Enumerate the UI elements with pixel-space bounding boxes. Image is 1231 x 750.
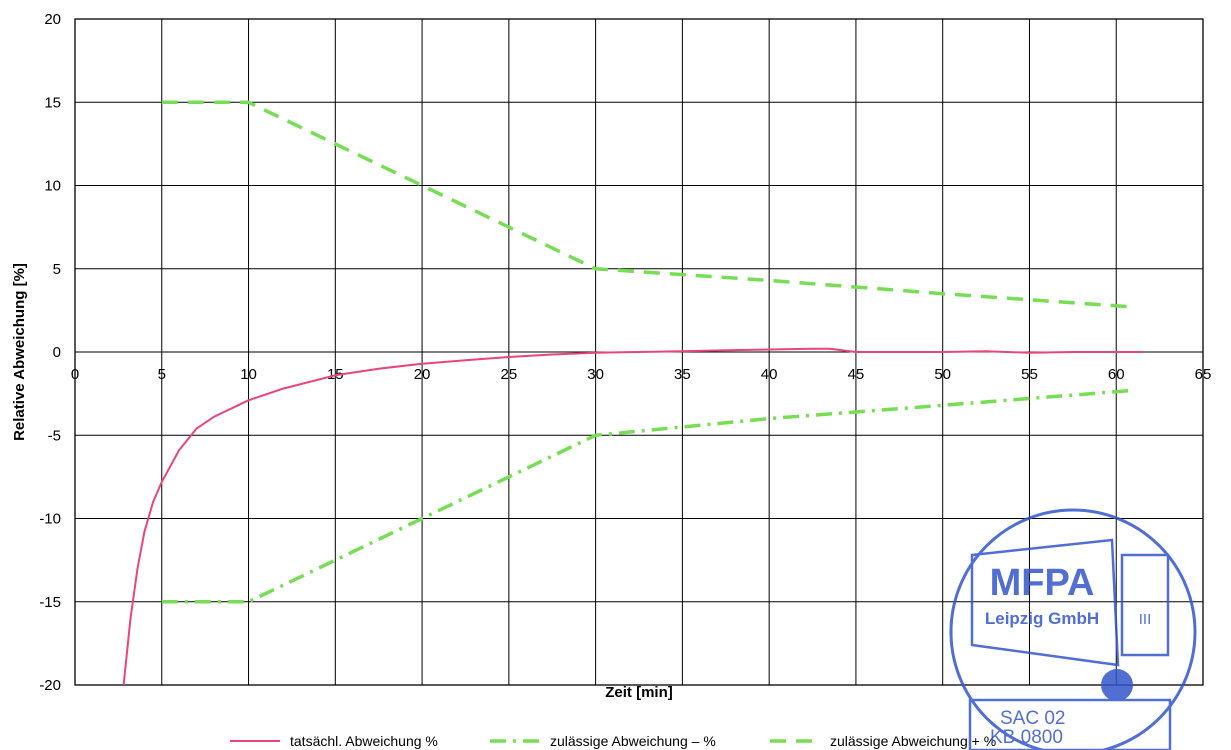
chart-legend: tatsächl. Abweichung % zulässige Abweichu…	[230, 733, 996, 749]
stamp-code-box	[968, 698, 1172, 750]
x-tick-label: 65	[1195, 366, 1212, 383]
plot-area-border	[74, 18, 1204, 686]
legend-label: tatsächl. Abweichung %	[290, 733, 438, 749]
y-axis-tick-labels: 20 15 10 5 0 -5 -10 -15 -20	[39, 11, 61, 694]
x-tick-label: 55	[1021, 366, 1038, 383]
y-tick-label: -10	[39, 511, 61, 528]
stamp-code-line2: KB 0800	[990, 727, 1063, 748]
stamp-name: MFPA	[990, 562, 1095, 604]
x-axis-title: Zeit [min]	[605, 684, 673, 701]
x-tick-label: 35	[674, 366, 691, 383]
y-tick-label: -5	[48, 427, 61, 444]
y-tick-label: -15	[39, 594, 61, 611]
x-tick-label: 50	[934, 366, 951, 383]
x-tick-label: 60	[1108, 366, 1125, 383]
stamp-roman: III	[1139, 611, 1152, 628]
series-line-1	[122, 347, 1143, 686]
x-tick-label: 30	[587, 366, 604, 383]
x-tick-label: 0	[71, 366, 79, 383]
legend-label: zulässige Abweichung + %	[830, 733, 996, 749]
x-tick-label: 10	[240, 366, 257, 383]
y-axis-title: Relative Abweichung [%]	[11, 263, 28, 441]
stamp-side-box	[1120, 553, 1170, 657]
y-tick-label: 20	[44, 11, 61, 28]
stamp-frame	[970, 538, 1120, 667]
stamp-circle	[949, 508, 1197, 750]
x-tick-label: 20	[414, 366, 431, 383]
x-axis-tick-labels: 0 5 10 15 20 25 30 35 40 45 50 55 60 65	[71, 366, 1212, 383]
stamp-seal	[1101, 669, 1133, 701]
series-line-2	[161, 388, 1134, 604]
y-tick-label: 15	[44, 94, 61, 111]
legend-label: zulässige Abweichung – %	[550, 733, 716, 749]
y-tick-label: 0	[53, 344, 61, 361]
x-tick-label: 5	[158, 366, 166, 383]
x-tick-label: 40	[761, 366, 778, 383]
series-line-3	[161, 100, 1134, 309]
y-tick-label: 10	[44, 178, 61, 195]
y-tick-label: -20	[39, 677, 61, 694]
y-tick-label: 5	[53, 261, 61, 278]
stamp-subtitle: Leipzig GmbH	[985, 609, 1099, 628]
x-tick-label: 45	[848, 366, 865, 383]
chart-series	[122, 100, 1143, 686]
x-tick-label: 25	[501, 366, 518, 383]
mfpa-stamp: MFPA Leipzig GmbH III SAC 02 KB 0800	[949, 508, 1197, 750]
stamp-code-line1: SAC 02	[1000, 708, 1065, 729]
